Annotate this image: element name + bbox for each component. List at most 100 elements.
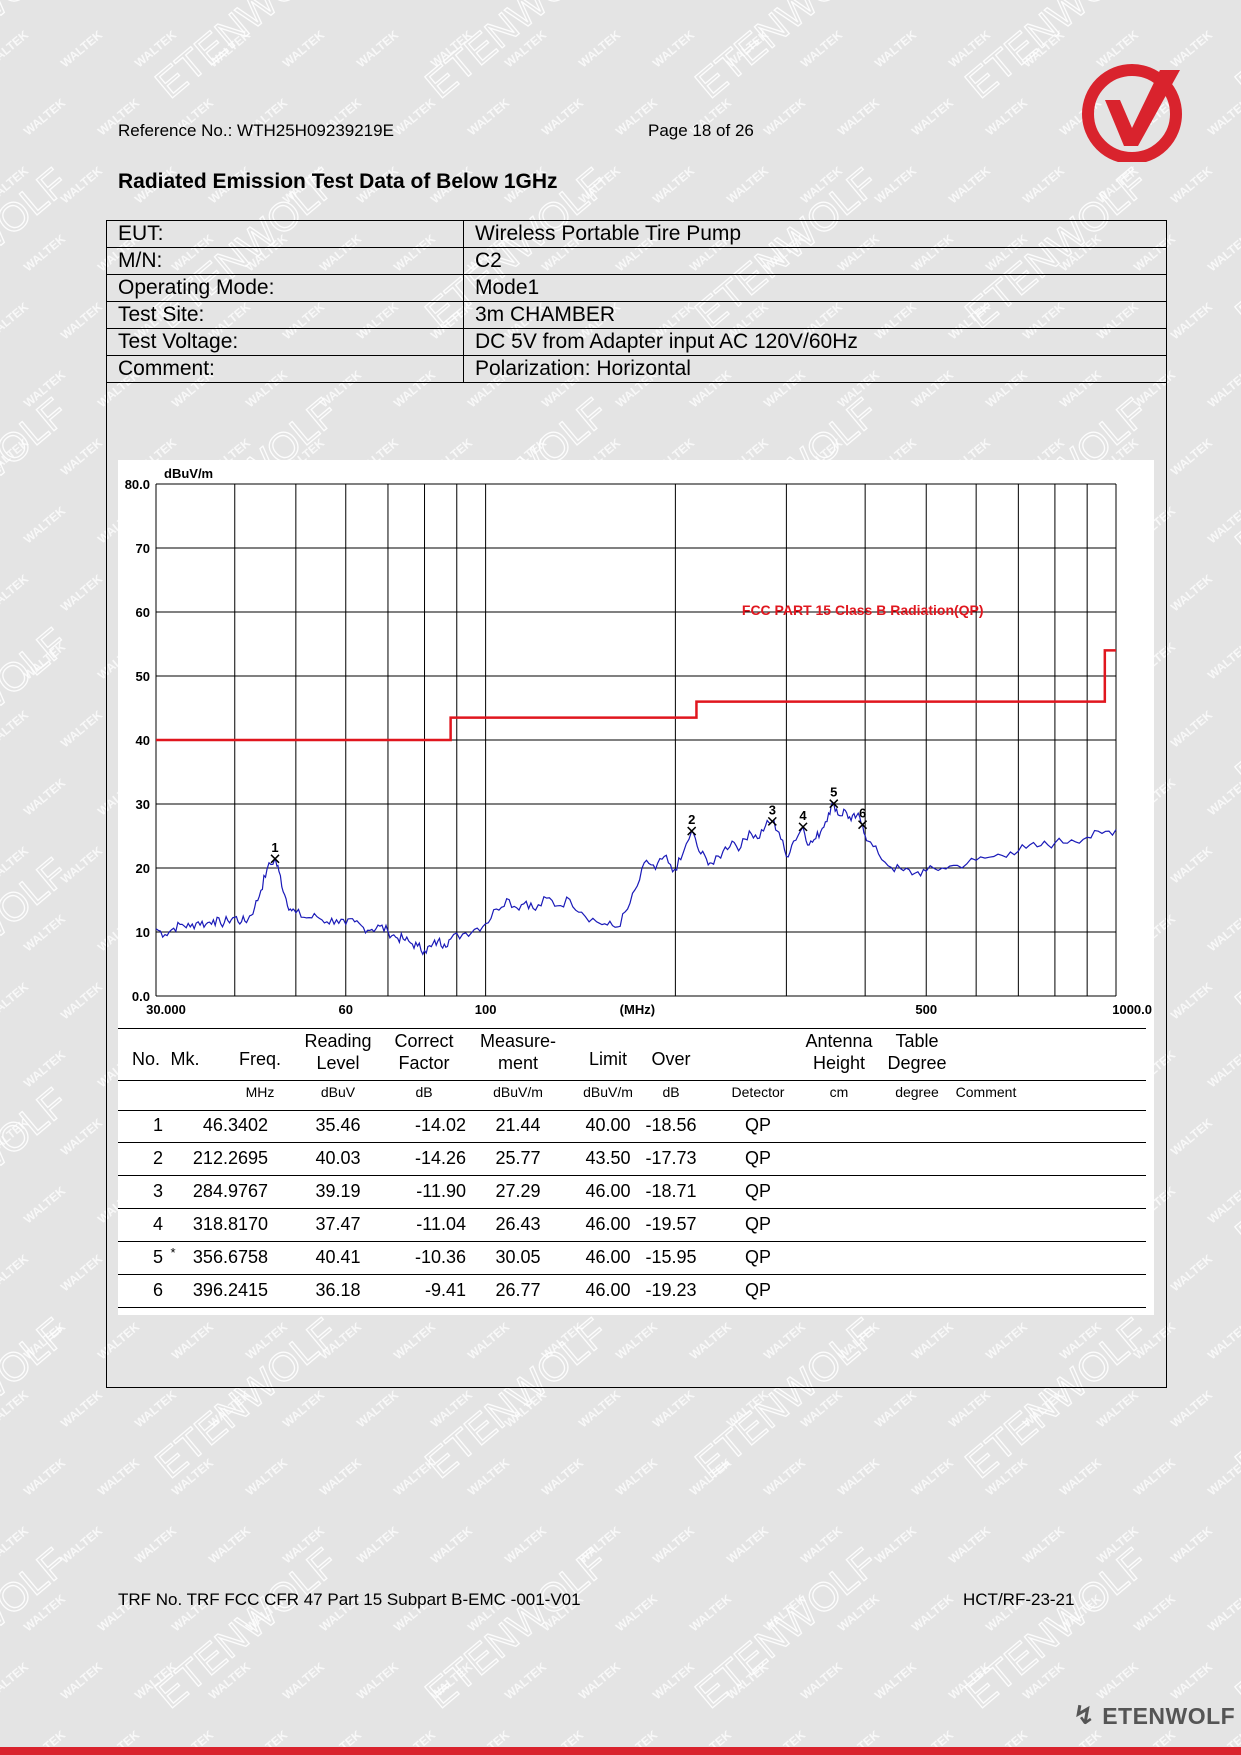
- watermark-text: WALTEK: [1205, 1455, 1241, 1498]
- marker-cross-icon: [270, 854, 280, 864]
- table-cell: -19.23: [645, 1280, 697, 1300]
- watermark-text: WALTEK: [761, 1591, 808, 1634]
- watermark-text: ETENWOLF: [1228, 0, 1241, 107]
- reference-number: Reference No.: WTH25H09239219E: [118, 121, 394, 140]
- watermark-text: WALTEK: [650, 163, 697, 206]
- watermark-text: WALTEK: [58, 979, 105, 1022]
- y-axis-label: dBuV/m: [164, 466, 213, 481]
- watermark-text: WALTEK: [1205, 95, 1241, 138]
- watermark-text: WALTEK: [280, 1523, 327, 1566]
- watermark-text: WALTEK: [650, 1387, 697, 1430]
- watermark-text: WALTEK: [1020, 163, 1067, 206]
- table-cell: 36.18: [315, 1280, 361, 1300]
- watermark-text: WALTEK: [0, 1115, 31, 1158]
- watermark-text: WALTEK: [132, 27, 179, 70]
- watermark-text: WALTEK: [95, 1455, 142, 1498]
- watermark-text: WALTEK: [354, 1387, 401, 1430]
- watermark-text: WALTEK: [391, 0, 438, 2]
- unit-label: dBuV: [320, 1084, 356, 1100]
- watermark-text: WALTEK: [169, 1455, 216, 1498]
- watermark-text: WALTEK: [1205, 231, 1241, 274]
- watermark-text: WALTEK: [872, 163, 919, 206]
- watermark-text: WALTEK: [798, 163, 845, 206]
- watermark-text: WALTEK: [21, 367, 68, 410]
- watermark-text: WALTEK: [58, 707, 105, 750]
- table-header: Freq.: [238, 1049, 281, 1069]
- table-header: Mk.: [170, 1049, 200, 1069]
- y-tick-label: 60: [136, 605, 150, 620]
- document-code: HCT/RF-23-21: [963, 1590, 1075, 1609]
- company-logo-icon: [1082, 64, 1182, 162]
- y-tick-label: 10: [136, 925, 150, 940]
- watermark-text: WALTEK: [798, 1523, 845, 1566]
- table-cell: -14.02: [414, 1115, 466, 1135]
- table-cell: 284.9767: [192, 1181, 268, 1201]
- watermark-text: WALTEK: [58, 27, 105, 70]
- watermark-text: ETENWOLF: [1228, 1540, 1241, 1717]
- table-cell: 26.43: [495, 1214, 541, 1234]
- watermark-text: WALTEK: [1057, 1455, 1104, 1498]
- detector-cell: QP: [744, 1214, 771, 1234]
- watermark-text: WALTEK: [0, 707, 31, 750]
- watermark-text: WALTEK: [539, 1455, 586, 1498]
- watermark-text: WALTEK: [1205, 1183, 1241, 1226]
- table-header: Over: [651, 1049, 691, 1069]
- watermark-text: WALTEK: [835, 0, 882, 2]
- watermark-text: WALTEK: [280, 27, 327, 70]
- watermark-text: WALTEK: [58, 299, 105, 342]
- table-header: Antenna Height: [805, 1031, 873, 1073]
- watermark-text: WALTEK: [761, 95, 808, 138]
- watermark-text: WALTEK: [724, 163, 771, 206]
- emission-trace: [155, 801, 1117, 956]
- table-row-rule: [118, 1241, 1146, 1242]
- watermark-text: WALTEK: [0, 299, 31, 342]
- unit-label: dB: [662, 1084, 680, 1100]
- watermark-text: WALTEK: [1168, 979, 1215, 1022]
- info-value: DC 5V from Adapter input AC 120V/60Hz: [463, 328, 1167, 356]
- info-value: Mode1: [463, 274, 1167, 302]
- watermark-text: WALTEK: [1020, 1387, 1067, 1430]
- watermark-text: WALTEK: [280, 1659, 327, 1702]
- table-row-rule: [118, 1208, 1146, 1209]
- watermark-text: WALTEK: [280, 1387, 327, 1430]
- table-cell: -18.71: [645, 1181, 697, 1201]
- watermark-text: WALTEK: [317, 0, 364, 2]
- watermark-text: WALTEK: [1205, 911, 1241, 954]
- y-tick-label: 30: [136, 797, 150, 812]
- watermark-text: ETENWOLF: [0, 1540, 76, 1717]
- watermark-text: WALTEK: [946, 1659, 993, 1702]
- watermark-text: WALTEK: [21, 1319, 68, 1362]
- watermark-text: WALTEK: [206, 1659, 253, 1702]
- watermark-text: WALTEK: [1168, 163, 1215, 206]
- table-header: Table Degree: [887, 1031, 947, 1073]
- watermark-text: ETENWOLF: [1228, 620, 1241, 797]
- watermark-text: WALTEK: [0, 435, 31, 478]
- info-row: Test Site: 3m CHAMBER: [106, 301, 1167, 329]
- watermark-text: WALTEK: [576, 1523, 623, 1566]
- plot-panel: 80.0 70 60 50 40 30 20 10 0.0 dBuV/m 30.000 60 100 50…: [118, 460, 1154, 1315]
- watermark-text: WALTEK: [502, 1523, 549, 1566]
- table-cell: 43.50: [585, 1148, 631, 1168]
- table-cell: -14.26: [414, 1148, 466, 1168]
- watermark-text: WALTEK: [95, 0, 142, 2]
- watermark-text: WALTEK: [1205, 639, 1241, 682]
- watermark-text: WALTEK: [983, 1455, 1030, 1498]
- watermark-text: WALTEK: [354, 1659, 401, 1702]
- table-cell: 6: [152, 1280, 163, 1300]
- watermark-text: WALTEK: [576, 27, 623, 70]
- table-cell: -17.73: [645, 1148, 697, 1168]
- watermark-text: WALTEK: [132, 1387, 179, 1430]
- info-value: C2: [463, 247, 1167, 275]
- table-cell: 46.00: [585, 1214, 631, 1234]
- info-row: M/N: C2: [106, 247, 1167, 275]
- table-cell: 27.29: [495, 1181, 541, 1201]
- watermark-text: WALTEK: [428, 1387, 475, 1430]
- page-number: Page 18 of 26: [648, 121, 754, 140]
- table-header: Measure- ment: [479, 1031, 557, 1073]
- watermark-text: WALTEK: [21, 1591, 68, 1634]
- limit-line: [156, 649, 1116, 742]
- watermark-text: WALTEK: [835, 95, 882, 138]
- info-label: Operating Mode:: [106, 274, 464, 302]
- brand-icon: ↯: [1073, 1700, 1096, 1730]
- table-cell: *: [170, 1245, 176, 1260]
